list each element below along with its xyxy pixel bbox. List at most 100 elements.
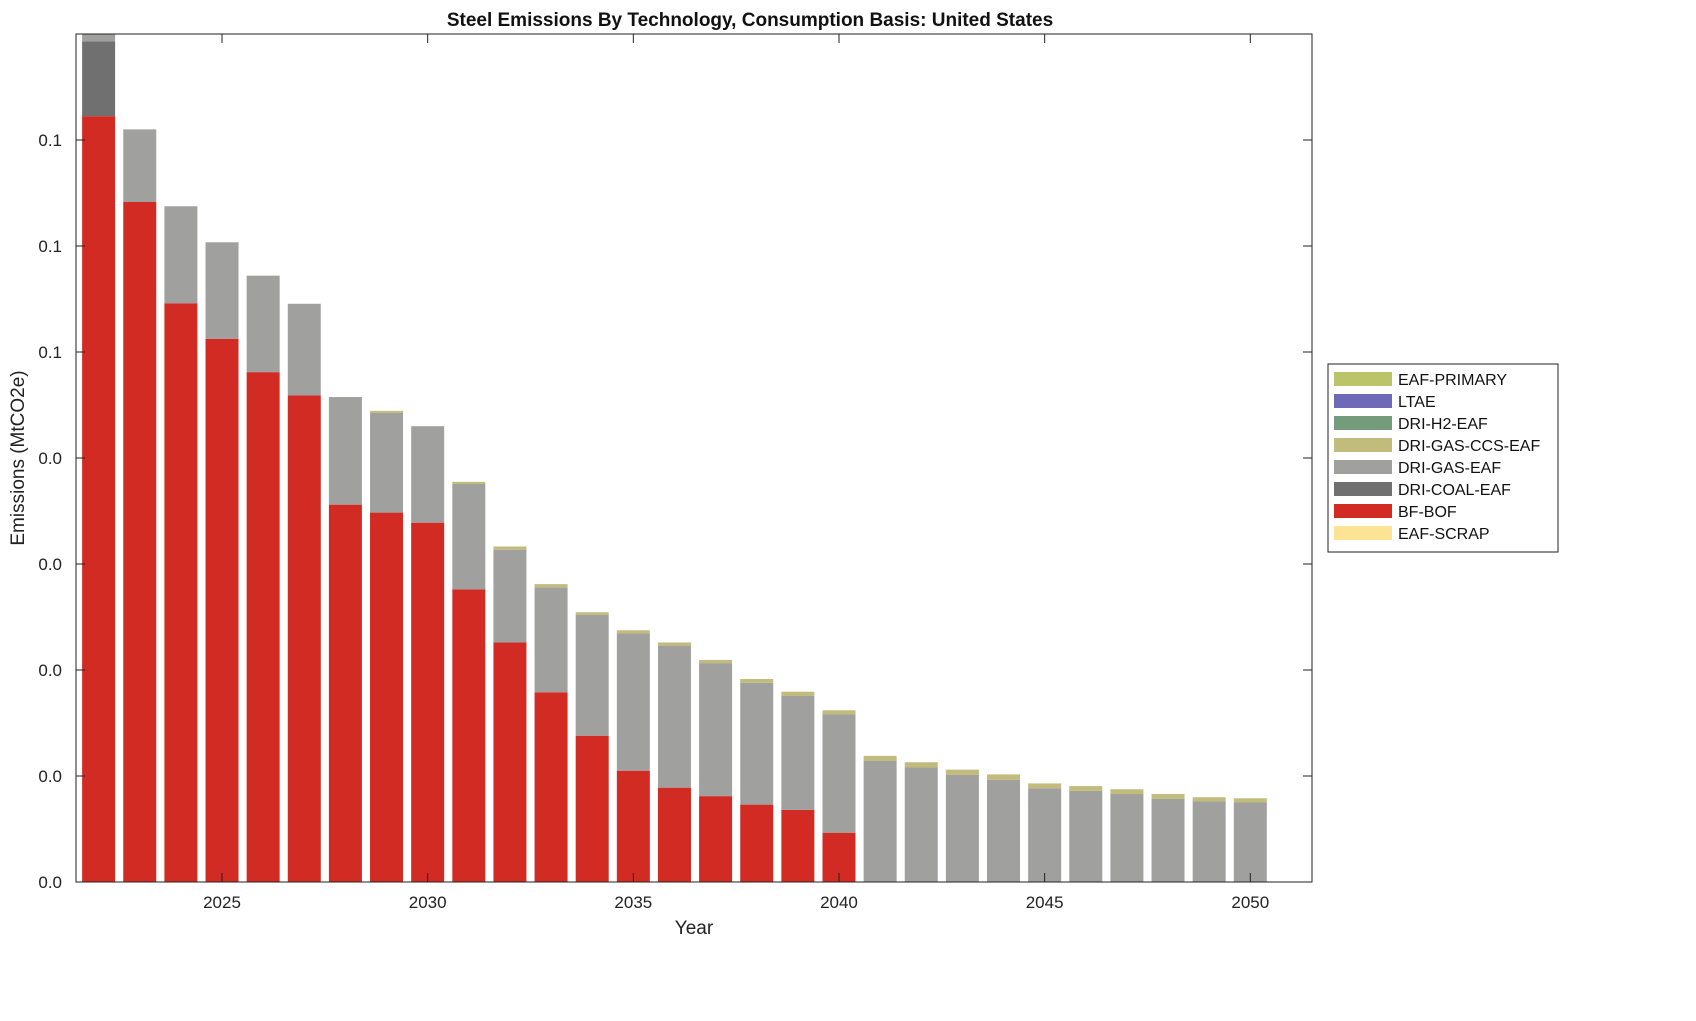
x-tick-label: 2045 xyxy=(1026,893,1064,912)
legend-label-bf-bof: BF-BOF xyxy=(1398,504,1457,521)
bar-dri-gas-eaf-2048 xyxy=(1151,798,1185,882)
legend-swatch-dri-h2-eaf xyxy=(1334,416,1392,430)
bar-bf-bof-2033 xyxy=(534,692,568,882)
bar-dri-gas-eaf-2022 xyxy=(82,34,116,42)
y-axis-label: Emissions (MtCO2e) xyxy=(8,370,29,545)
bar-dri-gas-eaf-2046 xyxy=(1069,790,1103,882)
bar-dri-gas-eaf-2047 xyxy=(1110,794,1144,882)
bar-dri-gas-ccs-eaf-2037 xyxy=(699,659,733,664)
bar-dri-gas-ccs-eaf-2043 xyxy=(945,769,979,775)
bar-bf-bof-2029 xyxy=(370,512,404,882)
x-tick-label: 2050 xyxy=(1231,893,1269,912)
bar-dri-gas-ccs-eaf-2050 xyxy=(1233,798,1267,803)
bar-dri-gas-eaf-2039 xyxy=(781,695,815,810)
legend-swatch-dri-gas-ccs-eaf xyxy=(1334,438,1392,452)
bar-dri-gas-eaf-2036 xyxy=(657,645,691,788)
bar-bf-bof-2025 xyxy=(205,338,239,882)
y-tick-label: 0.1 xyxy=(38,131,62,150)
bar-dri-gas-eaf-2038 xyxy=(740,682,774,805)
legend-label-dri-gas-eaf: DRI-GAS-EAF xyxy=(1398,460,1501,477)
plot-area xyxy=(76,34,1312,882)
legend: EAF-PRIMARY LTAE DRI-H2-EAF DRI-GAS-CCS-EAF… xyxy=(1327,363,1559,553)
legend-swatch-bf-bof xyxy=(1334,504,1392,518)
bar-bf-bof-2028 xyxy=(328,504,362,882)
x-tick-label: 2035 xyxy=(614,893,652,912)
bar-dri-gas-eaf-2040 xyxy=(822,714,856,833)
bar-dri-gas-ccs-eaf-2033 xyxy=(534,584,568,588)
bar-dri-gas-eaf-2044 xyxy=(987,779,1021,882)
bar-bf-bof-2032 xyxy=(493,642,527,882)
bar-dri-gas-ccs-eaf-2047 xyxy=(1110,789,1144,795)
y-axis: 0.0 0.0 0.0 0.0 0.0 0.1 0.1 0.1 xyxy=(38,131,1312,892)
y-tick-label: 0.1 xyxy=(38,343,62,362)
y-tick-label: 0.0 xyxy=(38,661,62,680)
bar-dri-gas-eaf-2028 xyxy=(328,397,362,505)
bar-bf-bof-2039 xyxy=(781,809,815,882)
bar-bf-bof-2031 xyxy=(452,589,486,882)
bar-dri-gas-ccs-eaf-2039 xyxy=(781,691,815,696)
bar-dri-gas-eaf-2030 xyxy=(411,426,445,523)
bar-bf-bof-2030 xyxy=(411,522,445,882)
y-tick-label: 0.0 xyxy=(38,555,62,574)
legend-swatch-eaf-primary xyxy=(1334,372,1392,386)
bar-dri-gas-eaf-2043 xyxy=(945,774,979,882)
bar-dri-gas-ccs-eaf-2041 xyxy=(863,755,897,761)
bar-dri-gas-ccs-eaf-2029 xyxy=(370,410,404,413)
bar-dri-gas-eaf-2024 xyxy=(164,206,198,304)
legend-label-dri-coal-eaf: DRI-COAL-EAF xyxy=(1398,482,1511,499)
bar-dri-gas-ccs-eaf-2035 xyxy=(616,630,650,634)
bar-bf-bof-2034 xyxy=(575,735,609,882)
bar-dri-gas-ccs-eaf-2042 xyxy=(904,762,938,768)
bar-dri-gas-eaf-2049 xyxy=(1192,801,1226,882)
y-tick-label: 0.1 xyxy=(38,237,62,256)
bar-dri-gas-ccs-eaf-2045 xyxy=(1028,783,1062,789)
bar-dri-gas-ccs-eaf-2036 xyxy=(657,642,691,646)
bar-dri-gas-eaf-2026 xyxy=(246,275,280,373)
bar-bf-bof-2024 xyxy=(164,303,198,882)
bar-dri-gas-eaf-2023 xyxy=(123,129,157,203)
legend-swatch-dri-coal-eaf xyxy=(1334,482,1392,496)
bar-bf-bof-2036 xyxy=(657,787,691,882)
legend-label-dri-gas-ccs-eaf: DRI-GAS-CCS-EAF xyxy=(1398,438,1540,455)
bar-dri-gas-ccs-eaf-2044 xyxy=(987,774,1021,780)
bar-dri-gas-eaf-2032 xyxy=(493,549,527,643)
y-tick-label: 0.0 xyxy=(38,449,62,468)
x-tick-label: 2040 xyxy=(820,893,858,912)
bar-dri-gas-eaf-2050 xyxy=(1233,802,1267,882)
bar-dri-gas-ccs-eaf-2038 xyxy=(740,679,774,683)
legend-label-eaf-scrap: EAF-SCRAP xyxy=(1398,526,1490,543)
bar-dri-gas-eaf-2042 xyxy=(904,767,938,882)
bar-dri-gas-eaf-2029 xyxy=(370,412,404,513)
bars xyxy=(82,34,1267,882)
legend-swatch-ltae xyxy=(1334,394,1392,408)
chart-title: Steel Emissions By Technology, Consumpti… xyxy=(447,10,1053,31)
bar-dri-gas-eaf-2037 xyxy=(699,663,733,797)
bar-bf-bof-2027 xyxy=(287,395,321,882)
bar-dri-gas-eaf-2045 xyxy=(1028,788,1062,882)
bar-dri-gas-ccs-eaf-2046 xyxy=(1069,786,1103,791)
bar-bf-bof-2026 xyxy=(246,372,280,882)
legend-swatch-dri-gas-eaf xyxy=(1334,460,1392,474)
x-tick-label: 2030 xyxy=(409,893,447,912)
bar-dri-gas-eaf-2035 xyxy=(616,633,650,771)
y-tick-label: 0.0 xyxy=(38,873,62,892)
bar-dri-gas-eaf-2027 xyxy=(287,303,321,396)
legend-swatch-eaf-scrap xyxy=(1334,526,1392,540)
legend-label-dri-h2-eaf: DRI-H2-EAF xyxy=(1398,416,1488,433)
legend-label-eaf-primary: EAF-PRIMARY xyxy=(1398,372,1507,389)
bar-dri-coal-eaf-2022 xyxy=(82,41,116,117)
bar-bf-bof-2022 xyxy=(82,116,116,882)
bar-dri-gas-eaf-2033 xyxy=(534,587,568,693)
bar-bf-bof-2037 xyxy=(699,796,733,882)
y-tick-label: 0.0 xyxy=(38,767,62,786)
bar-dri-gas-ccs-eaf-2048 xyxy=(1151,794,1185,799)
bar-dri-gas-ccs-eaf-2040 xyxy=(822,710,856,715)
bar-bf-bof-2035 xyxy=(616,770,650,882)
bar-dri-gas-eaf-2041 xyxy=(863,760,897,882)
bar-bf-bof-2038 xyxy=(740,804,774,882)
bar-bf-bof-2023 xyxy=(123,202,157,882)
bar-dri-gas-eaf-2025 xyxy=(205,242,239,339)
bar-dri-gas-ccs-eaf-2031 xyxy=(452,481,486,484)
bar-dri-gas-ccs-eaf-2034 xyxy=(575,612,609,615)
